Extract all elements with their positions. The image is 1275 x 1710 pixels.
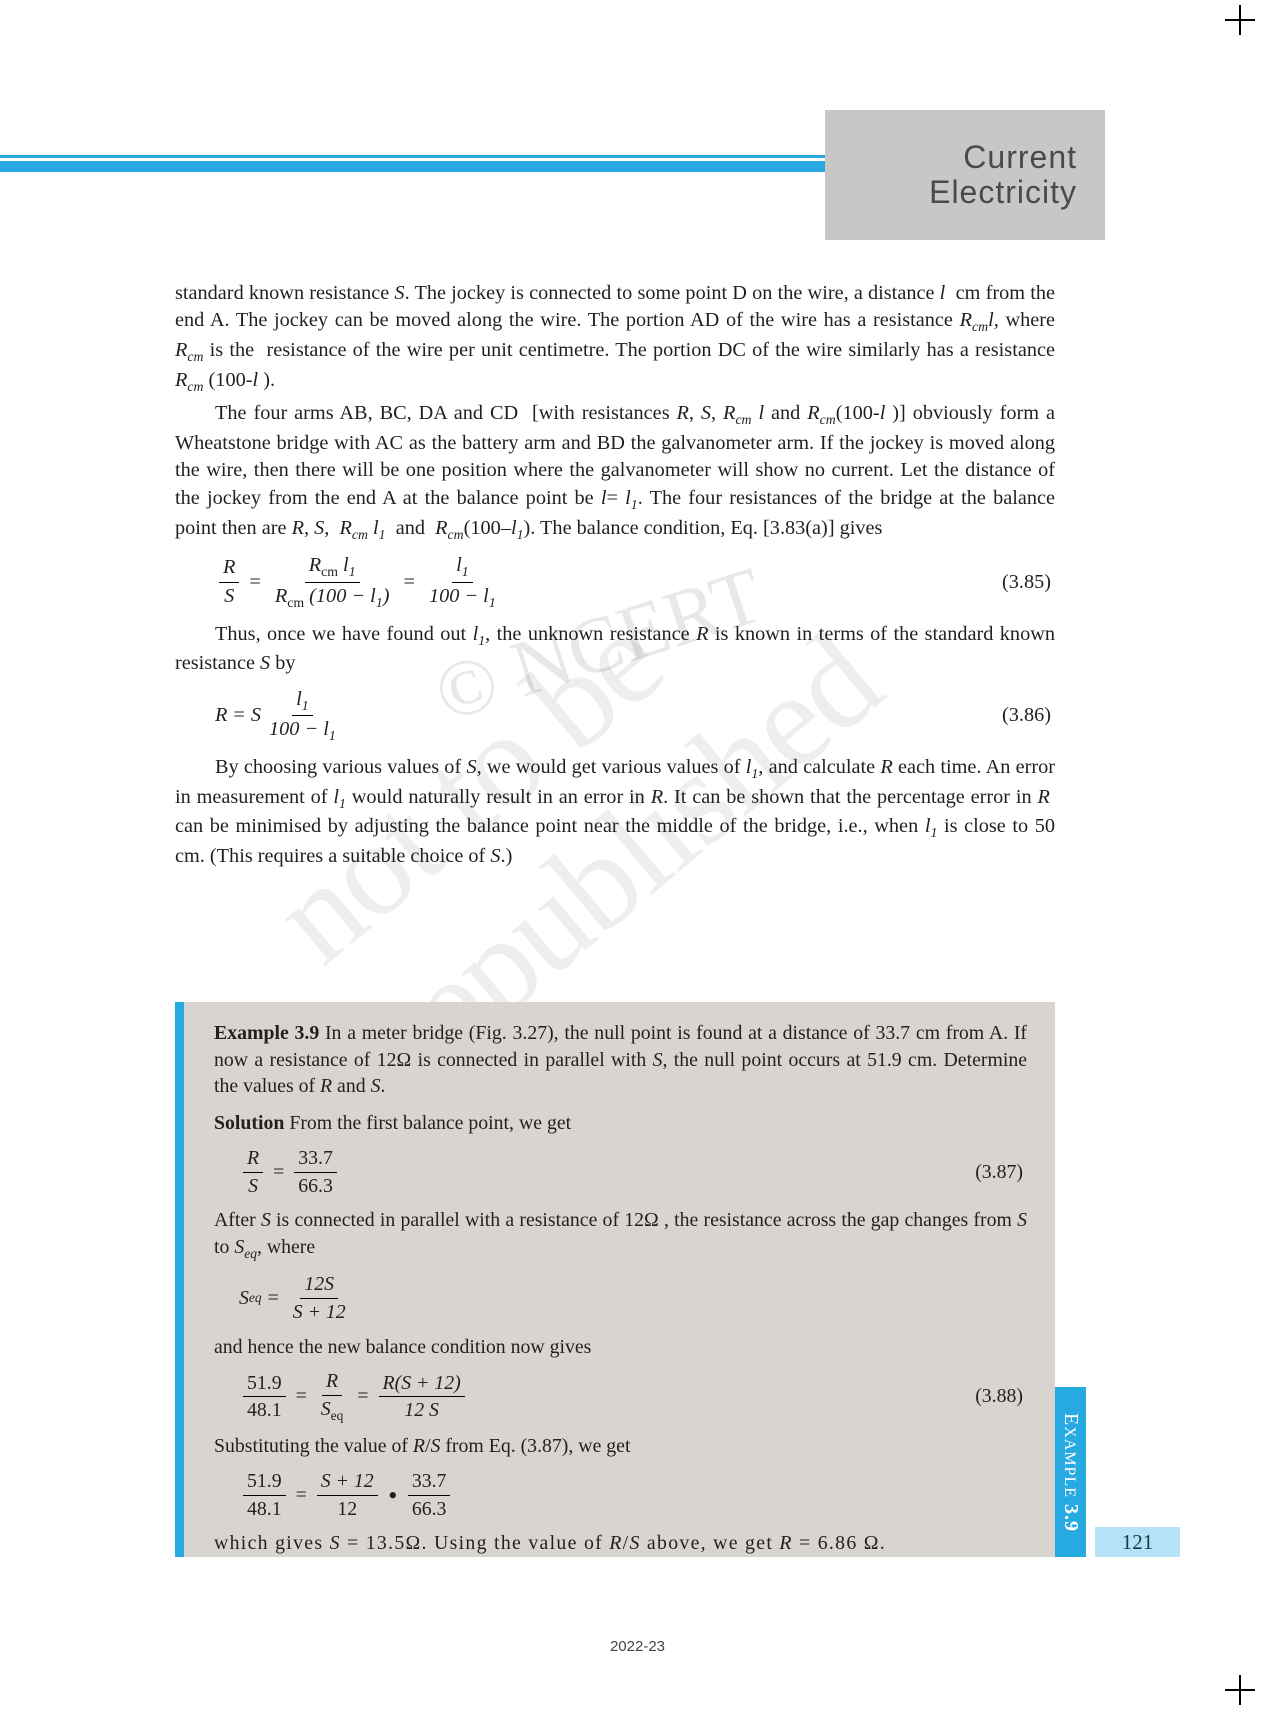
eq-num-386: (3.86) <box>1002 702 1055 729</box>
chapter-line2: Electricity <box>929 175 1077 210</box>
chapter-line1: Current <box>963 140 1077 175</box>
example-side-tab: EXAMPLE 3.9 <box>1055 1387 1086 1557</box>
example-prompt: In a meter bridge (Fig. 3.27), the null … <box>214 1022 1027 1097</box>
example-outer: Example 3.9 In a meter bridge (Fig. 3.27… <box>175 1002 1086 1557</box>
equation-3-87: RS = 33.766.3 (3.87) <box>214 1145 1027 1199</box>
eq-num-388: (3.88) <box>975 1383 1027 1410</box>
footer-year: 2022-23 <box>0 1638 1275 1655</box>
example-box: Example 3.9 In a meter bridge (Fig. 3.27… <box>175 1002 1055 1557</box>
chapter-title-box: Current Electricity <box>825 110 1105 240</box>
crop-mark-br <box>1225 1675 1255 1705</box>
sol-p4: Substituting the value of R/S from Eq. (… <box>214 1435 630 1457</box>
sol-p1: From the first balance point, we get <box>284 1112 571 1134</box>
crop-mark-tr <box>1225 5 1255 35</box>
equation-3-88: 51.948.1 = RSeq = R(S + 12)12 S (3.88) <box>214 1368 1027 1425</box>
equation-3-86: R=S l1100 − l1 (3.86) <box>175 686 1055 746</box>
p2: The four arms AB, BC, DA and CD [with re… <box>175 402 1055 538</box>
equation-3-85: RS = Rcm l1Rcm (100 − l1) = l1100 − l1 (… <box>175 552 1055 612</box>
p4: By choosing various values of S, we woul… <box>175 756 1055 867</box>
sol-p3: and hence the new balance condition now … <box>214 1334 1027 1361</box>
equation-seq: Seq= 12SS + 12 <box>214 1271 1027 1325</box>
equation-final: 51.948.1 = S + 1212 • 33.766.3 <box>214 1468 1027 1522</box>
sol-p5: which gives S = 13.5Ω. Using the value o… <box>214 1532 886 1554</box>
eq-num-385: (3.85) <box>1002 569 1055 596</box>
solution-label: Solution <box>214 1112 284 1134</box>
p1: standard known resistance S. The jockey … <box>175 282 1055 391</box>
sol-p2: After S is connected in parallel with a … <box>214 1209 1027 1258</box>
body-text: standard known resistance S. The jockey … <box>175 280 1055 874</box>
p3: Thus, once we have found out l1, the unk… <box>175 623 1055 675</box>
page-number: 121 <box>1095 1527 1180 1557</box>
example-label: Example 3.9 <box>214 1022 319 1044</box>
eq-num-387: (3.87) <box>975 1159 1027 1186</box>
